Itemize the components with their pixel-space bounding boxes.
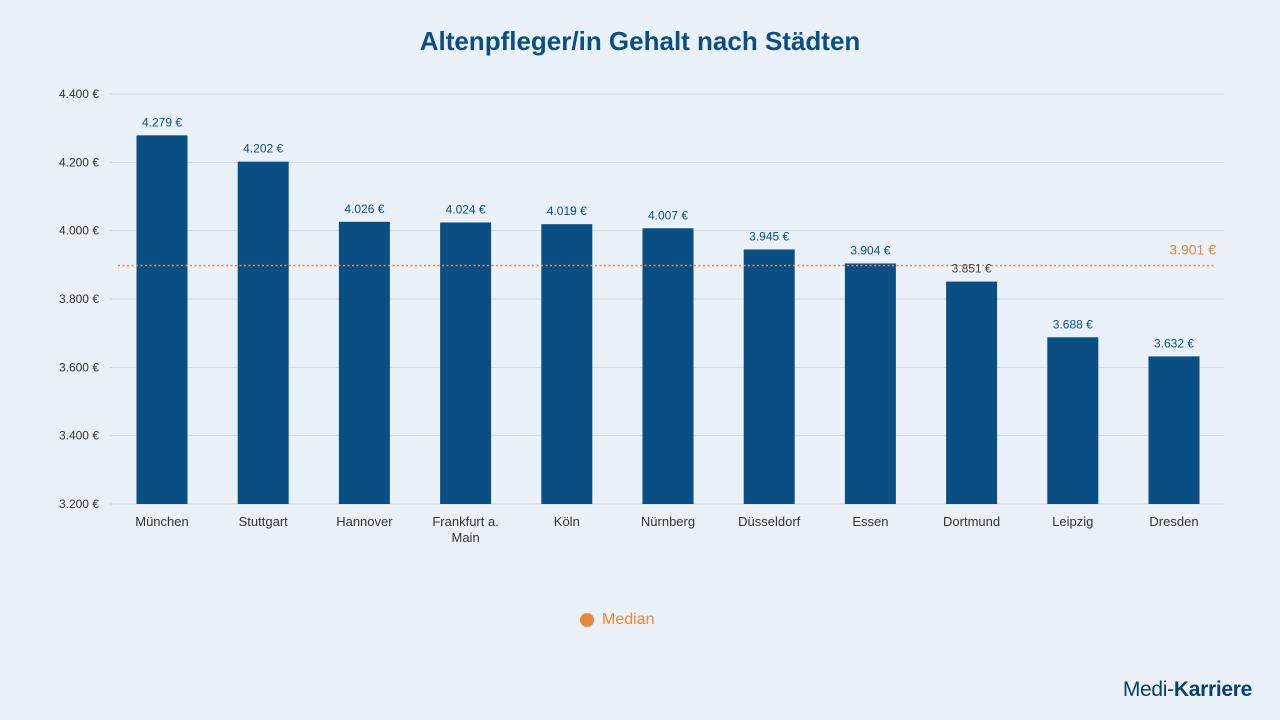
median-legend-marker [580,613,594,627]
bar-value-label: 3.904 € [850,243,890,257]
x-tick-label: Essen [852,514,888,529]
bar-value-label: 3.632 € [1154,336,1194,350]
bar [237,161,289,504]
x-tick-label: München [135,514,188,529]
brand-logo: Medi-Karriere [1122,678,1252,701]
x-tick-label: Dresden [1149,514,1198,529]
bar [642,228,694,504]
x-tick-label: Nürnberg [641,514,695,529]
bar-value-label: 3.688 € [1053,317,1093,331]
x-tick-label: Düsseldorf [738,514,801,529]
y-tick-label: 3.600 € [59,360,99,374]
bar [541,224,593,505]
bar-value-label: 3.851 € [952,262,992,276]
x-tick-label: Stuttgart [239,514,289,529]
y-tick-label: 4.400 € [59,87,99,101]
bar-value-label: 4.007 € [648,208,688,222]
legend: Median [580,611,654,629]
bar-value-label: 4.279 € [142,115,182,129]
x-tick-label: Frankfurt a. [432,514,498,529]
y-tick-label: 3.200 € [59,497,99,511]
bar-value-label: 3.945 € [749,229,789,243]
y-tick-label: 4.200 € [59,155,99,169]
y-tick-label: 3.800 € [59,292,99,306]
bar [1148,356,1200,504]
x-tick-label: Dortmund [943,514,1000,529]
x-tick-label: Leipzig [1052,514,1093,529]
bar-value-label: 4.202 € [243,142,283,156]
bar [946,281,998,504]
bar-value-label: 4.024 € [446,202,486,216]
bar [743,249,795,504]
median-value-label: 3.901 € [1169,241,1216,257]
x-tick-label: Köln [554,514,580,529]
bar [1047,337,1099,504]
bar [844,263,896,504]
chart-title: Altenpfleger/in Gehalt nach Städten [419,26,861,56]
x-tick-label: Main [452,530,480,545]
y-tick-label: 3.400 € [59,429,99,443]
bar-value-label: 4.026 € [344,202,384,216]
median-legend-label: Median [602,611,655,628]
bar [338,221,390,505]
bar [440,222,492,504]
bar-value-label: 4.019 € [547,204,587,218]
y-tick-label: 4.000 € [59,224,99,238]
x-tick-label: Hannover [336,514,393,529]
bar [136,135,188,504]
